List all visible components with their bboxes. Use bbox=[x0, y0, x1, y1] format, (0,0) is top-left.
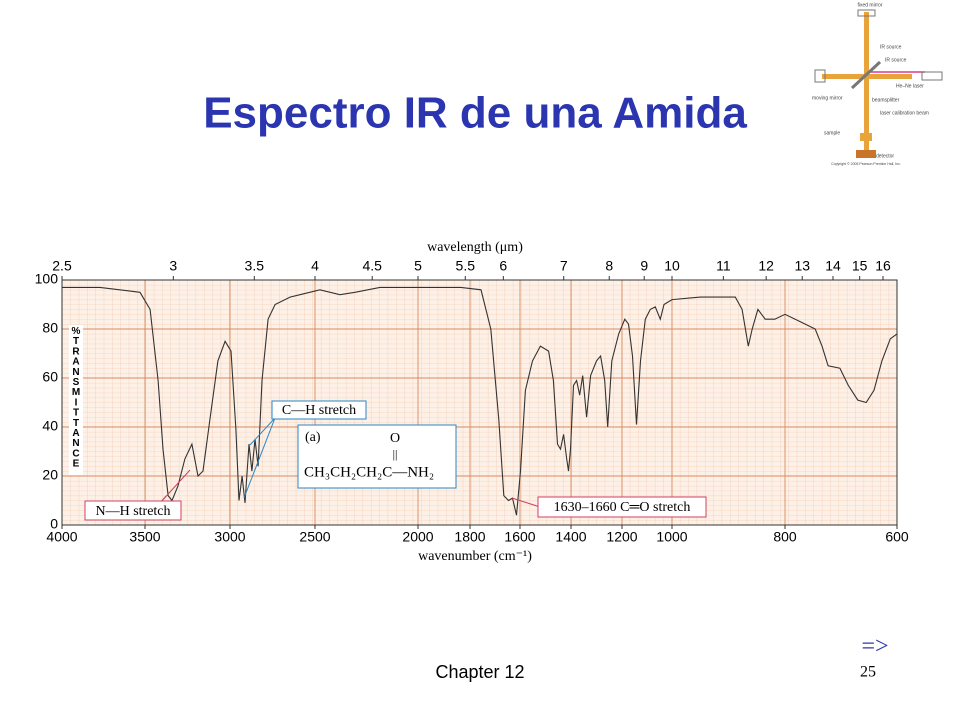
instrument-label: IR source bbox=[880, 44, 902, 50]
x2-tick-label: 5.5 bbox=[456, 258, 476, 274]
y-tick-label: 40 bbox=[42, 418, 58, 434]
y-tick-label: 80 bbox=[42, 320, 58, 336]
x2-tick-label: 11 bbox=[716, 258, 731, 274]
x2-axis-label: wavelength (μm) bbox=[427, 240, 523, 255]
structure-box bbox=[297, 424, 457, 489]
x2-tick-label: 5 bbox=[414, 258, 422, 274]
x-tick-label: 3500 bbox=[129, 529, 160, 545]
x2-tick-label: 6 bbox=[499, 258, 507, 274]
y-tick-label: 60 bbox=[42, 369, 58, 385]
plot-frame bbox=[61, 279, 898, 526]
x2-tick-label: 10 bbox=[664, 258, 680, 274]
instrument-diagram bbox=[814, 9, 943, 158]
ch-annotation: C—H stretch bbox=[282, 403, 356, 418]
structure-tag: (a) bbox=[305, 430, 321, 445]
x2-tick-label: 4 bbox=[311, 258, 319, 274]
x-tick-label: 1400 bbox=[555, 529, 586, 545]
x-tick-label: 1000 bbox=[656, 529, 687, 545]
x-tick-label: 600 bbox=[885, 529, 909, 545]
structure-formula: CH₃CH₂CH₂C—NH₂ bbox=[304, 464, 434, 480]
x-tick-label: 1600 bbox=[504, 529, 535, 545]
x-axis-label: wavenumber (cm⁻¹) bbox=[418, 549, 532, 564]
ch-box bbox=[271, 400, 367, 420]
x2-tick-label: 4.5 bbox=[362, 258, 382, 274]
x-tick-label: 1800 bbox=[454, 529, 485, 545]
x-tick-label: 1200 bbox=[606, 529, 637, 545]
structure-bond: || bbox=[393, 447, 398, 461]
x2-tick-label: 7 bbox=[560, 258, 568, 274]
spectrum-line bbox=[62, 286, 898, 516]
x2-tick-label: 16 bbox=[875, 258, 891, 274]
x-tick-label: 4000 bbox=[46, 529, 77, 545]
y-tick-label: 100 bbox=[35, 271, 59, 287]
instrument-label: IR source bbox=[885, 57, 907, 63]
x-tick-label: 800 bbox=[773, 529, 797, 545]
minor-grid bbox=[62, 280, 897, 525]
instrument-label: moving mirror bbox=[812, 95, 843, 101]
nh-annotation: N—H stretch bbox=[95, 504, 170, 519]
next-arrow: => bbox=[861, 634, 888, 660]
x2-tick-label: 3.5 bbox=[245, 258, 265, 274]
instrument-label: detector bbox=[876, 153, 894, 159]
x-tick-label: 3000 bbox=[214, 529, 245, 545]
x2-tick-label: 2.5 bbox=[52, 258, 72, 274]
slide-title: Espectro IR de una Amida bbox=[203, 89, 747, 138]
x2-tick-label: 3 bbox=[169, 258, 177, 274]
y-axis-label: % T R A N S M I T T A N C E bbox=[72, 326, 81, 470]
instrument-label: beamsplitter bbox=[872, 97, 900, 103]
x2-tick-label: 8 bbox=[605, 258, 613, 274]
instrument-label: He–Ne laser bbox=[896, 83, 924, 89]
instrument-label: Copyright © 2005 Pearson Prentice Hall, … bbox=[831, 162, 901, 166]
x2-tick-label: 14 bbox=[825, 258, 841, 274]
x2-tick-label: 9 bbox=[640, 258, 648, 274]
instrument-label: sample bbox=[824, 130, 840, 136]
footer-chapter: Chapter 12 bbox=[435, 662, 524, 682]
nh-box bbox=[84, 500, 182, 521]
instrument-label: laser calibration beam bbox=[880, 110, 929, 116]
instrument-label: fixed mirror bbox=[857, 2, 882, 8]
y-tick-label: 20 bbox=[42, 467, 58, 483]
y-tick-label: 0 bbox=[50, 516, 58, 532]
co-box bbox=[537, 496, 707, 518]
co-annotation: 1630–1660 C═O stretch bbox=[554, 500, 691, 515]
structure-oxygen: O bbox=[390, 431, 400, 446]
x2-tick-label: 15 bbox=[852, 258, 868, 274]
x2-tick-label: 13 bbox=[794, 258, 810, 274]
x-tick-label: 2000 bbox=[402, 529, 433, 545]
y-label-box bbox=[69, 325, 83, 475]
annotation-lines bbox=[159, 417, 541, 508]
footer-page: 25 bbox=[860, 664, 876, 681]
x2-tick-label: 12 bbox=[758, 258, 774, 274]
x-tick-label: 2500 bbox=[299, 529, 330, 545]
